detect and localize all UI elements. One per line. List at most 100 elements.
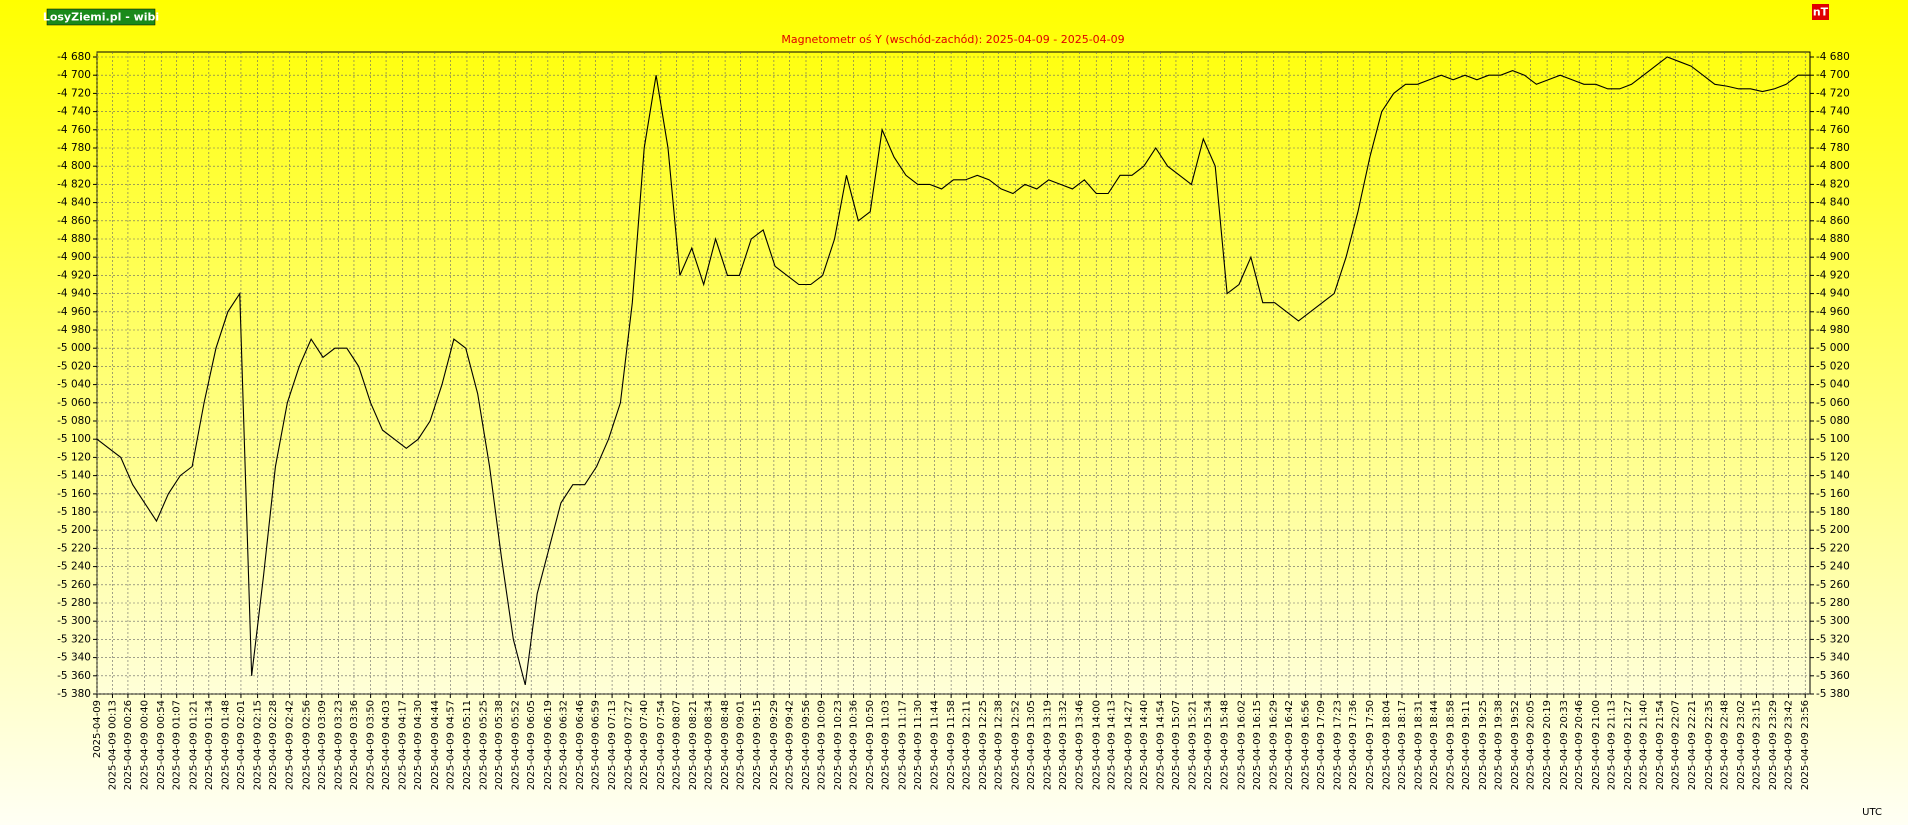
y-tick-label: -5 220 [57,542,91,554]
x-tick-label: 2025-04-09 18:44 [1429,700,1440,790]
x-tick-label: 2025-04-09 10:50 [865,700,876,790]
x-tick-label: 2025-04-09 19:52 [1510,700,1521,790]
y2-tick-label: -4 880 [1816,233,1850,245]
y2-tick-label: -4 980 [1816,324,1850,336]
x-tick-label: 2025-04-09 18:04 [1382,700,1393,790]
y-tick-label: -5 160 [57,488,91,500]
y2-tick-label: -4 800 [1816,160,1850,172]
y-tick-label: -4 860 [57,215,91,227]
y-tick-label: -4 920 [57,269,91,281]
x-tick-label: 2025-04-09 03:50 [366,700,377,790]
x-tick-label: 2025-04-09 20:33 [1559,700,1570,790]
x-tick-label: 2025-04-09 19:11 [1461,700,1472,790]
y2-tick-label: -5 160 [1816,488,1850,500]
x-tick-label: 2025-04-09 13:32 [1058,700,1069,790]
x-tick-label: 2025-04-09 [92,700,103,758]
grid [93,52,1814,698]
x-tick-label: 2025-04-09 12:52 [1010,700,1021,790]
y-tick-label: -4 760 [57,124,91,136]
y-tick-label: -5 360 [57,670,91,682]
x-tick-label: 2025-04-09 08:07 [671,700,682,790]
x-tick-label: 2025-04-09 05:25 [479,700,490,790]
y2-tick-label: -5 320 [1816,633,1850,645]
y-tick-label: -4 680 [57,51,91,63]
x-tick-label: 2025-04-09 12:11 [962,700,973,790]
y-tick-label: -4 940 [57,288,91,300]
y2-tick-label: -5 000 [1816,342,1850,354]
y2-tick-label: -5 200 [1816,524,1850,536]
x-tick-label: 2025-04-09 08:21 [688,700,699,790]
x-tick-label: 2025-04-09 19:25 [1478,700,1489,790]
x-tick-label: 2025-04-09 14:40 [1139,700,1150,790]
x-tick-label: 2025-04-09 11:17 [897,700,908,790]
x-tick-label: 2025-04-09 09:01 [736,700,747,790]
x-tick-label: 2025-04-09 11:58 [946,700,957,790]
y2-tick-label: -5 140 [1816,470,1850,482]
y2-tick-label: -4 700 [1816,69,1850,81]
x-tick-label: 2025-04-09 14:00 [1091,700,1102,790]
y2-tick-label: -5 300 [1816,615,1850,627]
y-tick-label: -4 820 [57,178,91,190]
x-tick-label: 2025-04-09 00:54 [156,700,167,790]
y2-tick-label: -4 780 [1816,142,1850,154]
x-tick-label: 2025-04-09 17:09 [1316,700,1327,790]
y-axis-unit: nT [1813,6,1829,19]
x-tick-label: 2025-04-09 15:48 [1220,700,1231,790]
x-tick-label: 2025-04-09 03:09 [317,700,328,790]
x-tick-label: 2025-04-09 02:01 [236,700,247,790]
x-tick-label: 2025-04-09 22:21 [1687,700,1698,790]
y2-tick-label: -5 360 [1816,670,1850,682]
y-tick-label: -5 040 [57,379,91,391]
y-tick-label: -5 000 [57,342,91,354]
x-tick-label: 2025-04-09 12:25 [978,700,989,790]
x-tick-label: 2025-04-09 06:59 [590,700,601,790]
x-tick-label: 2025-04-09 04:57 [445,700,456,790]
x-tick-label: 2025-04-09 01:48 [220,700,231,790]
x-tick-label: 2025-04-09 07:27 [624,700,635,790]
y-tick-label: -4 780 [57,142,91,154]
y-tick-label: -5 280 [57,597,91,609]
y-tick-label: -4 700 [57,69,91,81]
x-tick-label: 2025-04-09 17:36 [1348,700,1359,790]
x-tick-label: 2025-04-09 23:15 [1751,700,1762,790]
x-tick-label: 2025-04-09 23:56 [1800,700,1811,790]
x-tick-label: 2025-04-09 18:58 [1446,700,1457,790]
x-tick-label: 2025-04-09 20:05 [1525,700,1536,790]
x-tick-label: 2025-04-09 09:29 [769,700,780,790]
y2-tick-label: -4 760 [1816,124,1850,136]
x-tick-label: 2025-04-09 09:42 [784,700,795,790]
x-tick-label: 2025-04-09 03:36 [349,700,360,790]
y2-tick-label: -4 920 [1816,269,1850,281]
x-tick-label: 2025-04-09 08:34 [703,700,714,790]
plot-area [96,51,1811,695]
x-tick-label: 2025-04-09 04:17 [398,700,409,790]
x-tick-label: 2025-04-09 18:31 [1414,700,1425,790]
x-tick-label: 2025-04-09 13:19 [1042,700,1053,790]
y2-tick-label: -5 080 [1816,415,1850,427]
x-tick-label: 2025-04-09 01:34 [204,700,215,790]
x-tick-label: 2025-04-09 23:02 [1736,700,1747,790]
y2-tick-label: -4 680 [1816,51,1850,63]
y2-tick-label: -5 040 [1816,379,1850,391]
x-tick-label: 2025-04-09 21:40 [1638,700,1649,790]
y2-tick-label: -5 060 [1816,397,1850,409]
y2-tick-label: -5 020 [1816,360,1850,372]
unit-badge [1812,4,1829,20]
x-tick-label: 2025-04-09 06:05 [526,700,537,790]
x-tick-label: 2025-04-09 00:13 [107,700,118,790]
x-tick-label: 2025-04-09 21:13 [1606,700,1617,790]
x-axis-label: UTC [1862,807,1882,818]
y-tick-label: -4 800 [57,160,91,172]
x-tick-label: 2025-04-09 06:32 [558,700,569,790]
x-tick-label: 2025-04-09 10:23 [833,700,844,790]
y2-tick-label: -5 240 [1816,561,1850,573]
y-tick-label: -5 380 [57,688,91,700]
y2-tick-label: -5 340 [1816,652,1850,664]
x-tick-label: 2025-04-09 02:42 [285,700,296,790]
x-tick-label: 2025-04-09 04:44 [430,700,441,790]
x-tick-label: 2025-04-09 07:54 [656,700,667,790]
x-tick-label: 2025-04-09 11:44 [929,700,940,790]
x-tick-label: 2025-04-09 02:56 [301,700,312,790]
x-tick-label: 2025-04-09 08:48 [720,700,731,790]
